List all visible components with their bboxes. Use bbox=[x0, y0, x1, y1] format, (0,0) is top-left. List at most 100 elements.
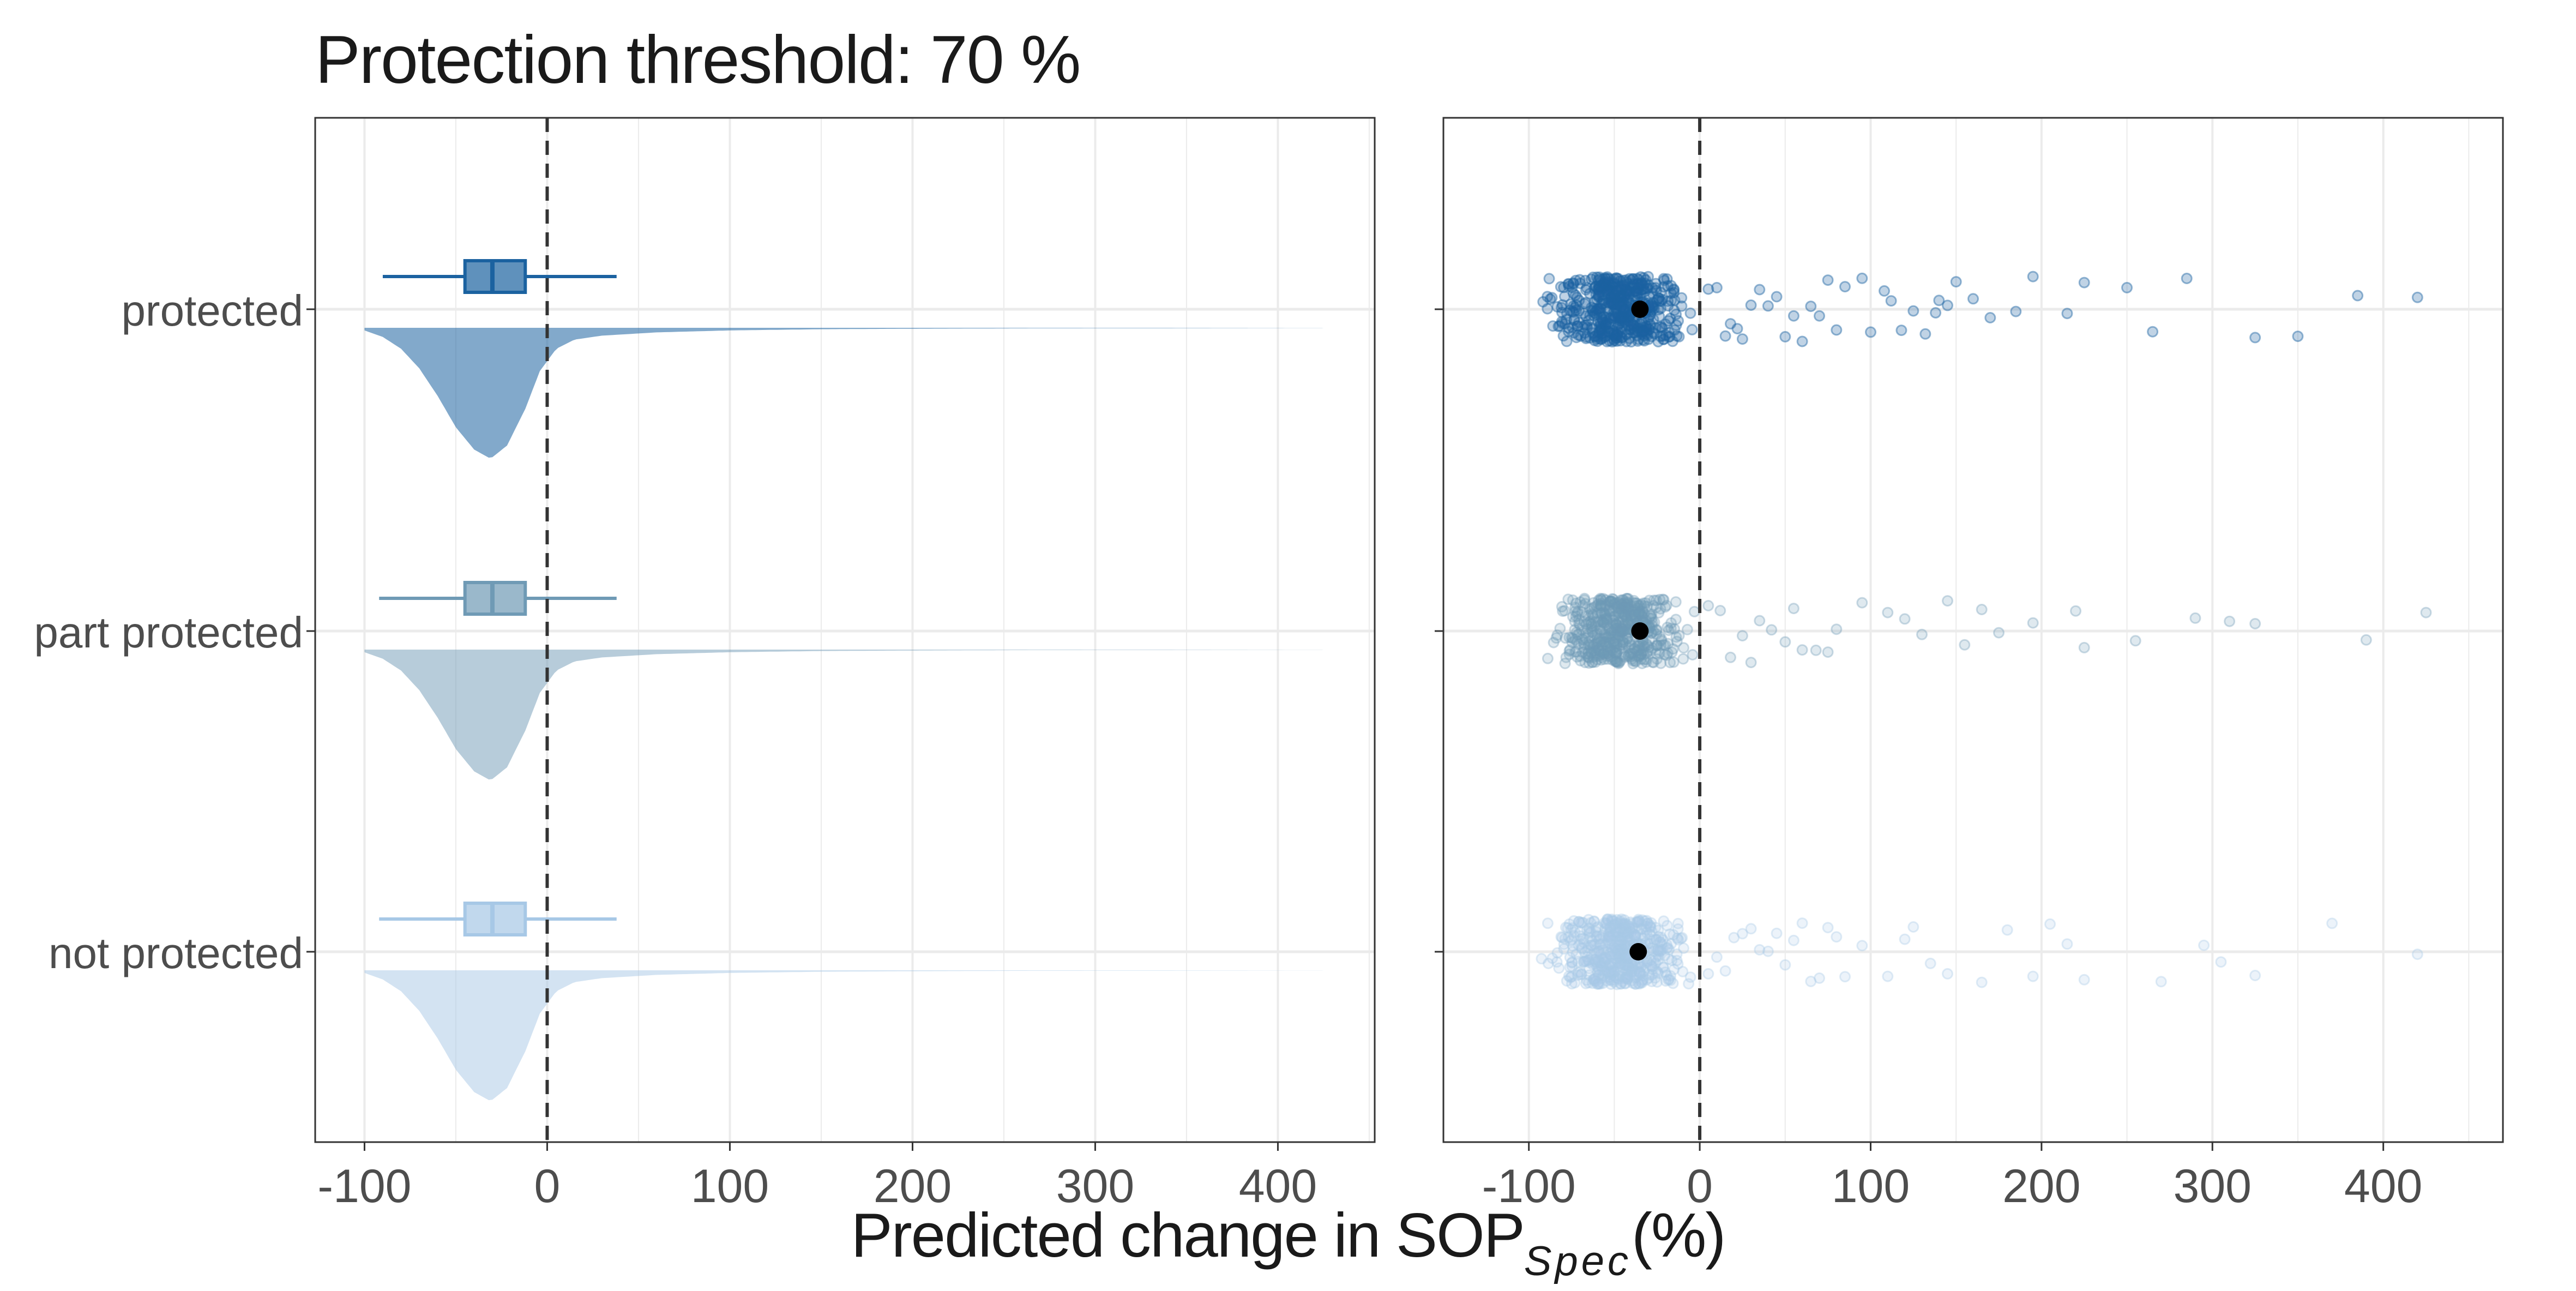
data-point bbox=[1669, 324, 1681, 336]
data-point bbox=[1584, 639, 1596, 651]
data-point bbox=[1745, 299, 1757, 311]
data-point bbox=[1623, 920, 1635, 932]
data-point bbox=[1563, 918, 1575, 930]
data-point bbox=[1585, 917, 1597, 929]
data-point bbox=[1620, 283, 1632, 295]
data-point bbox=[1650, 282, 1662, 294]
data-point bbox=[1598, 607, 1609, 619]
violin-not-protected bbox=[364, 970, 1324, 1101]
data-point bbox=[1617, 296, 1629, 308]
data-point bbox=[1633, 640, 1645, 652]
data-point bbox=[1604, 323, 1616, 335]
data-point bbox=[1623, 323, 1635, 335]
data-point bbox=[1582, 942, 1594, 954]
data-point bbox=[1779, 331, 1791, 343]
data-point bbox=[1598, 617, 1610, 629]
data-point bbox=[1650, 647, 1662, 659]
data-point bbox=[1610, 619, 1622, 631]
data-point bbox=[1608, 970, 1620, 982]
data-point bbox=[1592, 644, 1604, 656]
data-point bbox=[1608, 305, 1620, 317]
data-point bbox=[1588, 296, 1600, 308]
data-point bbox=[1582, 609, 1594, 621]
data-point bbox=[1657, 334, 1669, 345]
data-point bbox=[1608, 976, 1620, 988]
data-point bbox=[1584, 332, 1596, 344]
data-point bbox=[1731, 323, 1743, 335]
data-point bbox=[1652, 292, 1664, 304]
data-point bbox=[1610, 922, 1622, 934]
data-point bbox=[1559, 657, 1571, 669]
data-point bbox=[1586, 623, 1598, 635]
data-point bbox=[1546, 952, 1558, 964]
data-point bbox=[1643, 290, 1655, 302]
data-point bbox=[1583, 616, 1595, 628]
data-point bbox=[1563, 632, 1575, 644]
data-point bbox=[1651, 624, 1663, 636]
data-point bbox=[1608, 298, 1620, 310]
data-point bbox=[1576, 942, 1588, 954]
data-point bbox=[1634, 608, 1646, 620]
data-point bbox=[1635, 279, 1647, 291]
data-point bbox=[1662, 300, 1674, 312]
data-point bbox=[1655, 639, 1666, 651]
data-point bbox=[1611, 917, 1623, 929]
data-point bbox=[1796, 644, 1808, 656]
data-point bbox=[1591, 627, 1603, 639]
data-point bbox=[1593, 326, 1605, 338]
data-point bbox=[1622, 593, 1634, 605]
data-point bbox=[1658, 639, 1670, 651]
data-point bbox=[1567, 594, 1579, 606]
data-point bbox=[1573, 329, 1584, 341]
data-point bbox=[1582, 954, 1594, 966]
data-point bbox=[1583, 315, 1594, 326]
data-point bbox=[1613, 629, 1624, 641]
data-point bbox=[1614, 923, 1626, 935]
data-point bbox=[1609, 629, 1621, 641]
data-point bbox=[1584, 932, 1596, 944]
data-point bbox=[1635, 323, 1647, 335]
data-point bbox=[1629, 930, 1641, 942]
data-point bbox=[1672, 923, 1684, 935]
data-point bbox=[1626, 962, 1638, 974]
data-point bbox=[1600, 285, 1612, 297]
data-point bbox=[1626, 918, 1638, 929]
data-point bbox=[1653, 295, 1665, 307]
data-point bbox=[1626, 966, 1638, 978]
data-point bbox=[1621, 285, 1633, 297]
data-point bbox=[1593, 976, 1605, 988]
data-point bbox=[1654, 286, 1666, 298]
data-point bbox=[1620, 971, 1632, 983]
data-point bbox=[1570, 332, 1582, 344]
data-point bbox=[1601, 631, 1613, 643]
data-point bbox=[1599, 331, 1611, 343]
data-point bbox=[1584, 615, 1596, 627]
data-point bbox=[1605, 645, 1617, 657]
data-point bbox=[1665, 622, 1677, 634]
data-point bbox=[1602, 641, 1614, 653]
data-point bbox=[1668, 963, 1680, 975]
data-point bbox=[1576, 646, 1588, 658]
data-point bbox=[1594, 948, 1606, 960]
boxplot-not-protected bbox=[379, 902, 617, 936]
data-point bbox=[1588, 915, 1600, 927]
data-point bbox=[1644, 933, 1656, 945]
data-point bbox=[1805, 975, 1817, 987]
data-point bbox=[1615, 931, 1627, 943]
data-point bbox=[1664, 313, 1676, 325]
data-point bbox=[1631, 287, 1643, 299]
data-point bbox=[1621, 593, 1633, 605]
data-point bbox=[1610, 302, 1622, 314]
data-point bbox=[1646, 608, 1658, 620]
data-point bbox=[1635, 648, 1647, 660]
data-point bbox=[1644, 323, 1656, 335]
data-point bbox=[1593, 933, 1605, 945]
data-point bbox=[1630, 656, 1642, 668]
data-point bbox=[1611, 938, 1623, 950]
data-point bbox=[1567, 940, 1579, 952]
data-point bbox=[1604, 596, 1616, 608]
data-point bbox=[1619, 291, 1631, 303]
data-point bbox=[1622, 310, 1634, 322]
data-point bbox=[1648, 945, 1659, 957]
data-point bbox=[1659, 639, 1671, 651]
